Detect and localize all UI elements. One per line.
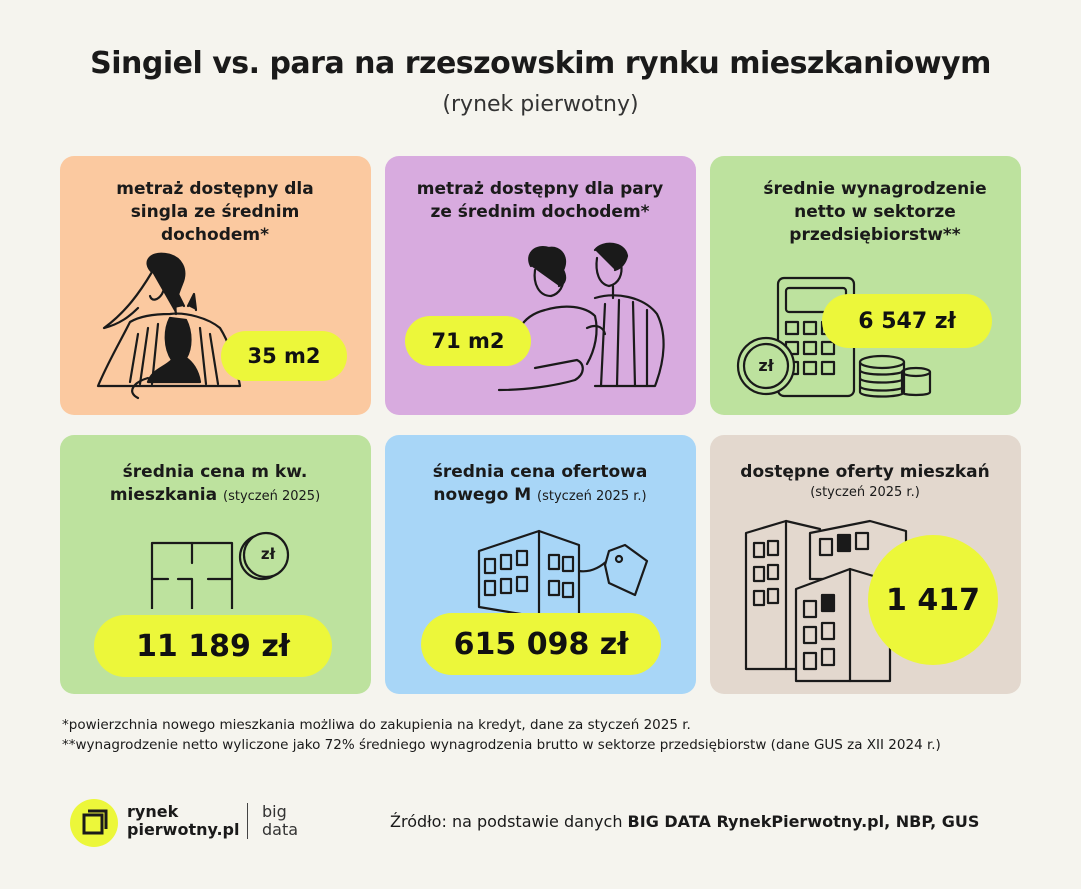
salary-coin-symbol: zł bbox=[758, 356, 774, 375]
card-single: metraż dostępny dla singla ze średnim do… bbox=[60, 156, 371, 415]
card-salary-label: średnie wynagrodzenie netto w sektorze p… bbox=[763, 179, 987, 245]
big-data-line-2: data bbox=[262, 820, 299, 839]
footnote-1: *powierzchnia nowego mieszkania możliwa … bbox=[62, 717, 691, 733]
page-title: Singiel vs. para na rzeszowskim rynku mi… bbox=[90, 46, 991, 81]
card-offer-price-value: 615 098 zł bbox=[421, 613, 661, 675]
source-bold: BIG DATA RynekPierwotny.pl, NBP, GUS bbox=[627, 812, 980, 831]
card-sqm-price-label-note: (styczeń 2025) bbox=[223, 489, 321, 504]
card-salary: średnie wynagrodzenie netto w sektorze p… bbox=[710, 156, 1021, 415]
logo-line-1: rynek bbox=[127, 802, 179, 821]
rynek-pierwotny-logo-icon bbox=[70, 799, 118, 847]
card-offers: dostępne oferty mieszkań (styczeń 2025 r… bbox=[710, 435, 1021, 694]
card-offer-price: średnia cena ofertowa nowego M (styczeń … bbox=[385, 435, 696, 694]
card-offers-value: 1 417 bbox=[868, 535, 998, 665]
card-offer-price-label: średnia cena ofertowa nowego M (styczeń … bbox=[405, 461, 675, 508]
sqm-coin-symbol: zł bbox=[260, 545, 276, 563]
source-text: Źródło: na podstawie danych BIG DATA Ryn… bbox=[390, 812, 979, 831]
card-couple-label: metraż dostępny dla pary ze średnim doch… bbox=[416, 179, 664, 222]
card-single-label: metraż dostępny dla singla ze średnim do… bbox=[116, 179, 314, 245]
card-offer-price-label-main: średnia cena ofertowa nowego M bbox=[432, 462, 648, 505]
card-sqm-price-label: średnia cena m kw. mieszkania (styczeń 2… bbox=[80, 461, 350, 508]
logo-divider bbox=[247, 803, 248, 839]
card-couple: metraż dostępny dla pary ze średnim doch… bbox=[385, 156, 696, 415]
card-sqm-price-value: 11 189 zł bbox=[94, 615, 332, 677]
logo-text: rynek pierwotny.pl bbox=[127, 803, 239, 839]
couple-icon bbox=[497, 242, 665, 392]
big-data-logo: big data bbox=[262, 803, 298, 839]
card-couple-value: 71 m2 bbox=[405, 316, 531, 366]
card-offer-price-label-note: (styczeń 2025 r.) bbox=[537, 489, 647, 504]
card-sqm-price-label-main: średnia cena m kw. mieszkania bbox=[109, 462, 308, 505]
big-data-line-1: big bbox=[262, 802, 287, 821]
card-salary-value: 6 547 zł bbox=[822, 294, 992, 348]
logo-line-2: pierwotny.pl bbox=[127, 820, 240, 839]
card-offers-label-note: (styczeń 2025 r.) bbox=[810, 485, 920, 500]
woman-with-cat-icon bbox=[96, 252, 242, 400]
card-sqm-price: średnia cena m kw. mieszkania (styczeń 2… bbox=[60, 435, 371, 694]
card-offers-label: dostępne oferty mieszkań bbox=[740, 462, 990, 482]
floorplan-coin-icon bbox=[150, 531, 290, 609]
card-single-value: 35 m2 bbox=[221, 331, 347, 381]
source-prefix: Źródło: na podstawie danych bbox=[390, 812, 628, 831]
building-price-tag-icon bbox=[477, 529, 649, 619]
footnote-2: **wynagrodzenie netto wyliczone jako 72%… bbox=[62, 737, 941, 753]
page-subtitle: (rynek pierwotny) bbox=[442, 92, 639, 117]
